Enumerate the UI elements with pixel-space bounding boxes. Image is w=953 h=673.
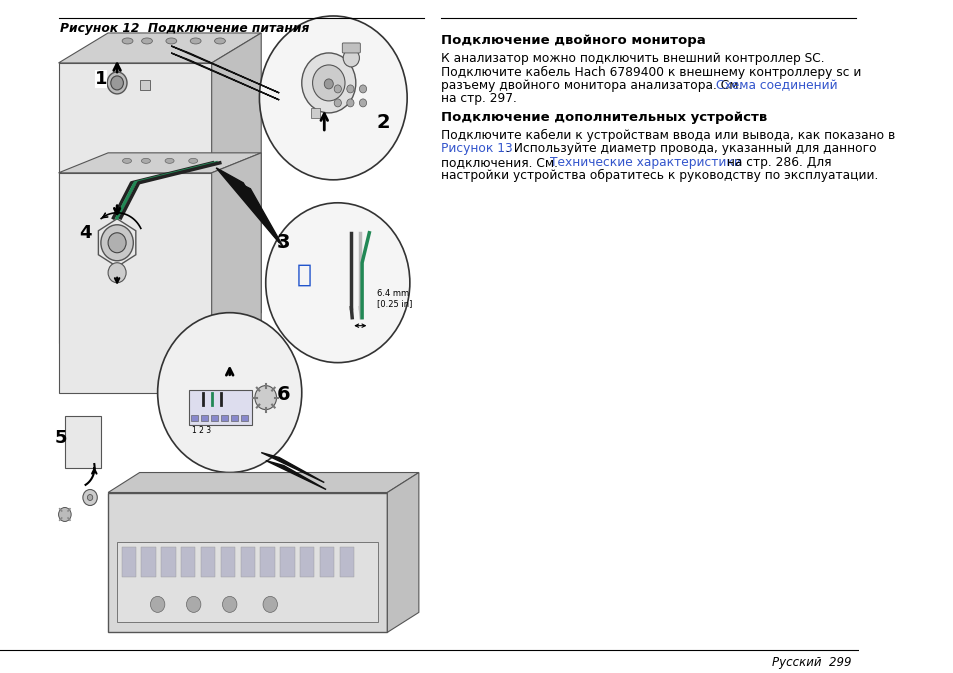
Polygon shape [216, 168, 279, 243]
FancyBboxPatch shape [191, 415, 198, 421]
FancyBboxPatch shape [220, 415, 228, 421]
Circle shape [222, 596, 236, 612]
Text: 4: 4 [79, 223, 91, 242]
Ellipse shape [107, 72, 127, 94]
FancyBboxPatch shape [240, 547, 254, 577]
Circle shape [101, 225, 133, 260]
Circle shape [83, 489, 97, 505]
FancyBboxPatch shape [161, 547, 175, 577]
Circle shape [108, 233, 126, 253]
FancyBboxPatch shape [311, 108, 319, 118]
Text: 6.4 mm
[0.25 in]: 6.4 mm [0.25 in] [376, 289, 412, 308]
FancyBboxPatch shape [141, 547, 155, 577]
FancyBboxPatch shape [139, 80, 151, 90]
Circle shape [334, 99, 341, 107]
Ellipse shape [166, 38, 176, 44]
Circle shape [324, 79, 333, 89]
Circle shape [151, 596, 165, 612]
Text: Подключение дополнительных устройств: Подключение дополнительных устройств [441, 111, 767, 124]
Polygon shape [266, 460, 326, 489]
FancyBboxPatch shape [65, 416, 101, 468]
FancyBboxPatch shape [220, 547, 234, 577]
Circle shape [186, 596, 201, 612]
FancyBboxPatch shape [211, 415, 218, 421]
Text: Русский  299: Русский 299 [771, 656, 850, 670]
Polygon shape [58, 173, 212, 392]
FancyBboxPatch shape [117, 542, 378, 623]
FancyBboxPatch shape [231, 415, 237, 421]
Circle shape [157, 313, 301, 472]
Text: К анализатор можно подключить внешний контроллер SC.: К анализатор можно подключить внешний ко… [441, 52, 824, 65]
FancyBboxPatch shape [342, 43, 360, 53]
Ellipse shape [122, 158, 132, 164]
Text: Подключите кабель Hach 6789400 к внешнему контроллеру sc и: Подключите кабель Hach 6789400 к внешнем… [441, 65, 861, 79]
Text: . Используйте диаметр провода, указанный для данного: . Используйте диаметр провода, указанный… [505, 143, 876, 155]
Text: 1: 1 [94, 70, 107, 88]
FancyBboxPatch shape [201, 547, 215, 577]
Ellipse shape [165, 158, 173, 164]
Text: подключения. См.: подключения. См. [441, 156, 561, 169]
Circle shape [347, 85, 354, 93]
Polygon shape [58, 33, 261, 63]
Ellipse shape [189, 158, 197, 164]
Ellipse shape [122, 38, 132, 44]
Polygon shape [108, 472, 418, 493]
FancyBboxPatch shape [108, 493, 387, 633]
Ellipse shape [141, 38, 152, 44]
Polygon shape [58, 153, 261, 173]
Text: 🛒: 🛒 [296, 262, 312, 287]
Circle shape [301, 53, 355, 113]
Text: Подключите кабели к устройствам ввода или вывода, как показано в: Подключите кабели к устройствам ввода ил… [441, 129, 895, 142]
Text: Рисунок 12  Подключение питания: Рисунок 12 Подключение питания [60, 22, 310, 35]
Circle shape [259, 16, 407, 180]
Ellipse shape [111, 76, 123, 90]
Circle shape [108, 262, 126, 283]
FancyBboxPatch shape [339, 547, 354, 577]
Circle shape [88, 495, 92, 501]
Text: 5: 5 [55, 429, 68, 447]
Polygon shape [58, 63, 212, 343]
FancyBboxPatch shape [280, 547, 294, 577]
Ellipse shape [214, 38, 225, 44]
FancyBboxPatch shape [319, 547, 334, 577]
Polygon shape [212, 153, 261, 392]
FancyBboxPatch shape [240, 415, 248, 421]
FancyBboxPatch shape [260, 547, 274, 577]
Circle shape [313, 65, 345, 101]
Text: на стр. 286. Для: на стр. 286. Для [722, 156, 831, 169]
Text: Подключение двойного монитора: Подключение двойного монитора [441, 34, 705, 47]
Polygon shape [171, 46, 279, 93]
Text: разъему двойного монитора анализатора. См.: разъему двойного монитора анализатора. С… [441, 79, 746, 92]
Circle shape [359, 85, 366, 93]
Text: 3: 3 [276, 234, 291, 252]
Ellipse shape [190, 38, 201, 44]
Text: 1 2 3: 1 2 3 [192, 425, 211, 435]
Circle shape [343, 49, 359, 67]
FancyBboxPatch shape [121, 547, 136, 577]
Polygon shape [225, 176, 283, 248]
FancyBboxPatch shape [189, 390, 252, 425]
Text: настройки устройства обратитесь к руководству по эксплуатации.: настройки устройства обратитесь к руково… [441, 170, 878, 182]
Text: Схема соединений: Схема соединений [716, 79, 837, 92]
Circle shape [266, 203, 410, 363]
FancyBboxPatch shape [181, 547, 195, 577]
Circle shape [359, 99, 366, 107]
Text: Технические характеристики: Технические характеристики [550, 156, 741, 169]
Text: Рисунок 13: Рисунок 13 [441, 143, 513, 155]
FancyBboxPatch shape [299, 547, 314, 577]
Circle shape [263, 596, 277, 612]
Circle shape [254, 386, 276, 410]
FancyBboxPatch shape [201, 415, 208, 421]
Circle shape [347, 99, 354, 107]
Circle shape [58, 507, 71, 522]
Polygon shape [387, 472, 418, 633]
Text: на стр. 297.: на стр. 297. [441, 92, 517, 106]
Polygon shape [212, 33, 261, 343]
Polygon shape [171, 53, 279, 100]
Polygon shape [261, 452, 324, 483]
Text: 6: 6 [276, 385, 291, 404]
Ellipse shape [141, 158, 151, 164]
Circle shape [334, 85, 341, 93]
Text: 2: 2 [375, 113, 389, 133]
